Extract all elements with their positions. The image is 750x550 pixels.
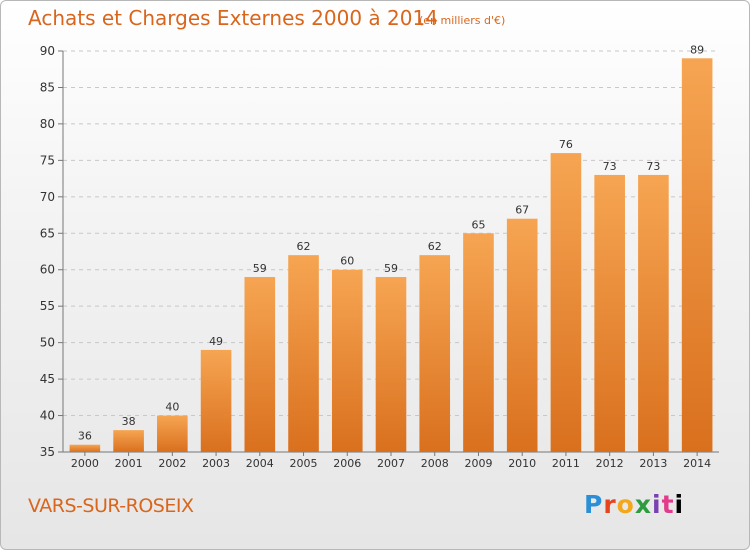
bar bbox=[681, 58, 713, 453]
y-tick-label: 45 bbox=[40, 372, 55, 386]
data-label: 49 bbox=[209, 335, 223, 348]
x-tick-label: 2012 bbox=[596, 457, 624, 470]
bar bbox=[69, 444, 101, 452]
y-tick-label: 90 bbox=[40, 44, 55, 58]
chart-title: Achats et Charges Externes 2000 à 2014 bbox=[28, 6, 438, 30]
data-label: 73 bbox=[646, 160, 660, 173]
x-tick-label: 2000 bbox=[71, 457, 99, 470]
bars bbox=[69, 58, 713, 453]
labels: 36 2000 38 2001 40 2002 49 2003 59 2004 62 2005 60 20… bbox=[71, 43, 711, 470]
bar bbox=[594, 174, 625, 453]
x-tick-label: 2009 bbox=[464, 457, 492, 470]
bar bbox=[375, 277, 407, 452]
y-tick-label: 70 bbox=[40, 190, 55, 204]
y-tick-label: 80 bbox=[40, 117, 55, 131]
data-label: 59 bbox=[253, 262, 267, 275]
bar bbox=[419, 255, 451, 452]
x-tick-label: 2002 bbox=[158, 457, 186, 470]
proxiti-logo[interactable]: Proxiti bbox=[584, 490, 685, 519]
x-tick-label: 2006 bbox=[333, 457, 361, 470]
bar bbox=[506, 218, 538, 452]
y-tick-label: 35 bbox=[40, 445, 55, 459]
x-tick-label: 2001 bbox=[115, 457, 143, 470]
bar bbox=[331, 269, 363, 452]
x-tick-label: 2014 bbox=[683, 457, 711, 470]
x-tick-label: 2003 bbox=[202, 457, 230, 470]
y-tick-label: 65 bbox=[40, 226, 55, 240]
y-tick-label: 40 bbox=[40, 409, 55, 423]
x-tick-label: 2008 bbox=[421, 457, 449, 470]
bar bbox=[244, 277, 276, 452]
y-tick-label: 55 bbox=[40, 299, 55, 313]
data-label: 36 bbox=[78, 430, 92, 443]
bar bbox=[463, 233, 494, 452]
data-label: 60 bbox=[340, 255, 354, 268]
x-tick-label: 2005 bbox=[290, 457, 318, 470]
bar bbox=[288, 255, 319, 452]
chart-subtitle: (en milliers d'€) bbox=[419, 14, 506, 27]
data-label: 73 bbox=[603, 160, 617, 173]
x-tick-label: 2011 bbox=[552, 457, 580, 470]
data-label: 65 bbox=[471, 218, 485, 231]
x-tick-label: 2010 bbox=[508, 457, 536, 470]
y-tick-label: 60 bbox=[40, 263, 55, 277]
bar bbox=[157, 415, 188, 452]
bar bbox=[200, 349, 232, 452]
data-label: 40 bbox=[165, 401, 179, 414]
commune-name: VARS-SUR-ROSEIX bbox=[28, 495, 194, 517]
data-label: 67 bbox=[515, 204, 529, 217]
bar bbox=[113, 430, 144, 452]
x-tick-label: 2013 bbox=[639, 457, 667, 470]
data-label: 76 bbox=[559, 138, 573, 151]
data-label: 89 bbox=[690, 43, 704, 56]
data-label: 59 bbox=[384, 262, 398, 275]
data-label: 38 bbox=[122, 415, 136, 428]
y-tick-label: 85 bbox=[40, 80, 55, 94]
bar bbox=[550, 153, 582, 452]
x-tick-label: 2004 bbox=[246, 457, 274, 470]
x-tick-label: 2007 bbox=[377, 457, 405, 470]
data-label: 62 bbox=[297, 240, 311, 253]
y-tick-label: 50 bbox=[40, 336, 55, 350]
data-label: 62 bbox=[428, 240, 442, 253]
bar bbox=[638, 174, 669, 453]
y-tick-label: 75 bbox=[40, 153, 55, 167]
